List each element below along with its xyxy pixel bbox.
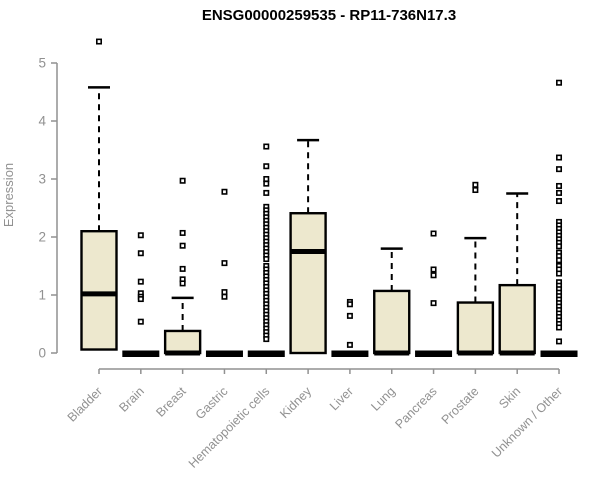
outlier-point <box>221 289 228 296</box>
plot-area: 0 1 2 3 4 5 Bladder Brain Breast GastricHematopoi… <box>38 38 578 471</box>
outlier-point <box>263 256 270 263</box>
chart-title: ENSG00000259535 - RP11-736N17.3 <box>202 7 456 24</box>
outlier-point <box>556 154 563 161</box>
outlier-point <box>179 265 186 272</box>
outlier-point <box>263 180 270 187</box>
flat-box <box>205 350 243 357</box>
outlier-point <box>472 187 479 194</box>
outlier-point <box>221 188 228 195</box>
x-axis-category-label: Gastric <box>193 384 231 422</box>
outlier-point <box>137 318 144 325</box>
outlier-point <box>263 143 270 150</box>
x-axis-category-label: Unknown / Other <box>489 384 565 460</box>
x-axis-category-label: Kidney <box>277 384 314 421</box>
outlier-point <box>430 266 437 273</box>
outlier-point <box>221 293 228 300</box>
x-axis-category-label: Hematopoietic cells <box>186 384 273 471</box>
y-tick-label: 5 <box>38 56 46 71</box>
x-axis-category-label: Liver <box>327 384 356 413</box>
x-axis-category-label: Lung <box>368 384 398 414</box>
flat-box <box>331 350 369 357</box>
outlier-point <box>346 341 353 348</box>
outlier-point <box>556 198 563 205</box>
outlier-point <box>179 177 186 184</box>
outlier-point <box>137 250 144 257</box>
outlier-point <box>96 38 103 45</box>
flat-box <box>540 350 578 357</box>
outlier-point <box>556 324 563 331</box>
y-tick-label: 3 <box>38 172 46 187</box>
x-axis-category-label: Breast <box>153 384 189 420</box>
y-tick-label: 0 <box>38 346 46 361</box>
y-tick-label: 2 <box>38 230 46 245</box>
y-tick-label: 4 <box>38 114 46 129</box>
outlier-point <box>263 336 270 343</box>
outlier-point <box>556 257 563 264</box>
outlier-point <box>430 300 437 307</box>
outlier-point <box>472 181 479 188</box>
outlier-point <box>430 230 437 237</box>
box <box>373 289 411 355</box>
outlier-point <box>346 312 353 319</box>
outlier-point <box>263 163 270 170</box>
outlier-point <box>221 260 228 267</box>
x-axis-category-label: Bladder <box>65 384 105 424</box>
outlier-point <box>179 229 186 236</box>
box <box>163 329 202 355</box>
outlier-point <box>556 270 563 277</box>
x-axis-category-label: Skin <box>496 384 523 411</box>
outlier-point <box>346 301 353 308</box>
outlier-point <box>137 278 144 285</box>
flat-box <box>247 350 285 357</box>
y-tick-label: 1 <box>38 288 46 303</box>
x-axis-category-label: Pancreas <box>392 384 439 431</box>
outlier-point <box>179 280 186 287</box>
outlier-point <box>556 79 563 86</box>
outlier-point <box>137 232 144 239</box>
box <box>80 229 118 351</box>
outlier-point <box>430 272 437 279</box>
outlier-point <box>556 166 563 173</box>
outlier-point <box>137 296 144 303</box>
outlier-point <box>263 176 270 183</box>
outlier-point <box>263 189 270 196</box>
x-axis-category-label: Brain <box>116 384 147 415</box>
flat-box <box>415 350 453 357</box>
box <box>289 212 327 355</box>
outlier-point <box>556 338 563 345</box>
y-axis-label: Expression <box>1 163 16 227</box>
outlier-point <box>556 182 563 189</box>
outlier-point <box>556 243 563 250</box>
box <box>498 283 536 355</box>
outlier-point <box>179 242 186 249</box>
outlier-point <box>556 189 563 196</box>
flat-box <box>122 350 160 357</box>
box <box>456 301 495 355</box>
x-axis-category-label: Prostate <box>439 384 482 427</box>
